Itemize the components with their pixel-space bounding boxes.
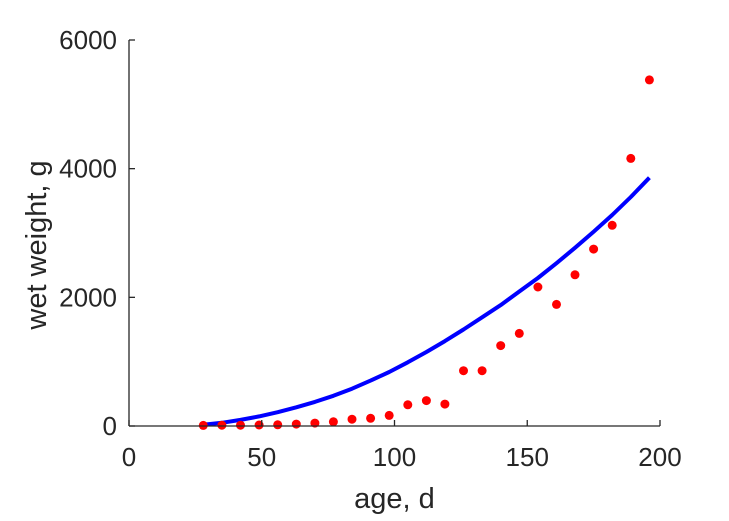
data-point	[533, 282, 543, 292]
data-point	[552, 299, 561, 309]
data-point	[403, 400, 413, 410]
data-point	[440, 399, 450, 409]
data-point	[496, 341, 506, 351]
data-point	[459, 366, 468, 376]
data-point	[626, 153, 636, 163]
data-point	[366, 413, 376, 423]
x-axis-label: age, d	[354, 483, 435, 515]
data-point	[236, 420, 245, 430]
data-point	[347, 414, 357, 424]
y-tick-label: 2000	[59, 282, 117, 312]
x-tick-label: 50	[247, 442, 276, 472]
x-tick-label: 0	[122, 442, 136, 472]
y-tick-label: 0	[103, 411, 117, 441]
x-tick-label: 150	[506, 442, 549, 472]
data-point	[384, 410, 394, 420]
data-point	[514, 328, 524, 338]
x-tick-label: 200	[638, 442, 681, 472]
data-point	[589, 244, 599, 254]
fit-curve-line	[203, 176, 651, 427]
y-tick-label: 4000	[59, 154, 117, 184]
y-tick-label: 6000	[59, 25, 117, 55]
data-point	[217, 420, 227, 430]
y-axis-label: wet weight, g	[21, 160, 53, 330]
data-point	[644, 75, 654, 85]
data-point	[421, 396, 431, 406]
data-point	[607, 220, 617, 230]
x-tick-label: 100	[373, 442, 416, 472]
data-point	[477, 366, 487, 376]
data-point	[273, 420, 283, 430]
data-point	[291, 419, 301, 429]
chart-marks	[198, 75, 654, 430]
data-point	[570, 270, 580, 280]
data-point	[328, 417, 338, 427]
